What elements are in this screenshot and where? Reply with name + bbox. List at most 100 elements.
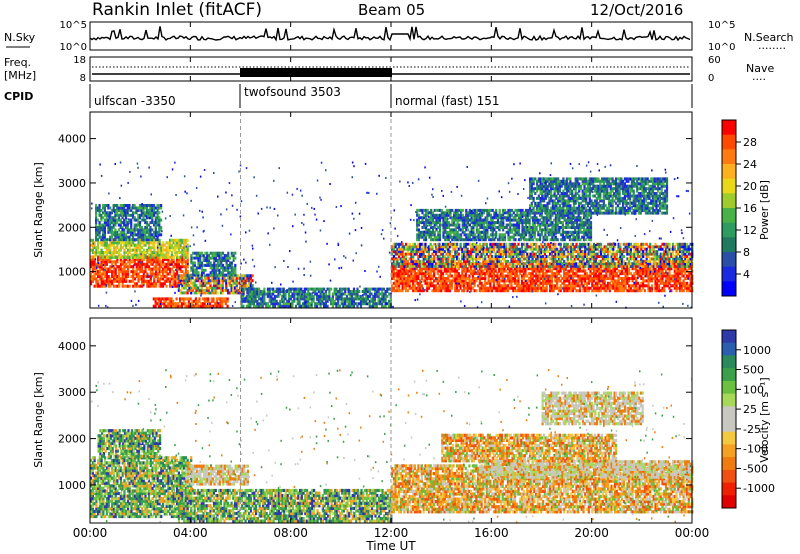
heatmap-cell (153, 255, 156, 259)
heatmap-cell (186, 297, 189, 301)
heatmap-cell (197, 291, 200, 295)
heatmap-cell (396, 264, 399, 268)
nave-legend: .... (752, 70, 766, 83)
heatmap-cell (528, 267, 531, 271)
heatmap-cell (218, 273, 221, 277)
heatmap-cell (605, 272, 608, 276)
heatmap-cell (176, 243, 179, 247)
heatmap-cell (564, 262, 567, 266)
heatmap-cell (251, 287, 254, 291)
heatmap-cell (135, 248, 138, 252)
heatmap-cell (578, 250, 582, 254)
heatmap-cell (176, 253, 179, 257)
heatmap-cell (440, 259, 443, 263)
heatmap-cell (251, 297, 254, 301)
heatmap-cell (554, 257, 557, 261)
heatmap-cell (499, 274, 503, 278)
heatmap-cell (575, 264, 578, 268)
heatmap-cell (440, 272, 443, 276)
heatmap-cell (631, 279, 634, 283)
heatmap-cell (151, 235, 154, 239)
heatmap-cell (679, 281, 682, 285)
heatmap-cell (501, 255, 504, 258)
heatmap-cell (426, 277, 429, 280)
heatmap-cell (121, 241, 124, 245)
heatmap-cell (119, 235, 122, 239)
heatmap-cell (571, 245, 575, 249)
heatmap-cell (370, 287, 373, 291)
heatmap-cell (406, 281, 409, 285)
heatmap-cell (412, 267, 415, 271)
heatmap-cell (119, 221, 122, 225)
heatmap-cell (200, 263, 204, 267)
heatmap-cell (575, 284, 578, 288)
heatmap-cell (126, 228, 129, 232)
heatmap-cell (190, 268, 193, 272)
heatmap-cell (156, 243, 159, 247)
heatmap-cell (167, 262, 170, 266)
heatmap-cell (524, 269, 527, 273)
heatmap-cell (686, 289, 689, 293)
heatmap-cell (554, 262, 557, 266)
heatmap-cell (118, 277, 121, 281)
heatmap-cell (475, 259, 478, 263)
heatmap-cell (368, 299, 371, 303)
heatmap-cell (121, 235, 124, 239)
heatmap-cell (183, 286, 186, 290)
heatmap-cell (592, 264, 596, 268)
heatmap-cell (302, 292, 305, 296)
heatmap-cell (137, 262, 140, 266)
heatmap-cell (284, 294, 287, 298)
heatmap-cell (169, 279, 172, 283)
heatmap-cell (415, 262, 418, 266)
heatmap-cell (505, 255, 508, 258)
heatmap-cell (179, 267, 182, 271)
heatmap-cell (422, 247, 425, 251)
heatmap-cell (165, 304, 168, 308)
heatmap-cell (195, 291, 198, 295)
heatmap-cell (114, 260, 117, 264)
heatmap-cell (121, 267, 124, 271)
heatmap-cell (98, 230, 101, 234)
heatmap-cell (225, 261, 228, 265)
heatmap-cell (199, 256, 202, 260)
heatmap-cell (394, 259, 397, 263)
heatmap-cell (128, 238, 131, 242)
heatmap-cell (211, 254, 214, 258)
heatmap-cell (671, 277, 675, 280)
heatmap-cell (454, 267, 457, 271)
heatmap-cell (463, 274, 466, 278)
heatmap-cell (305, 304, 308, 308)
heatmap-cell (263, 287, 266, 291)
heatmap-cell (536, 269, 539, 273)
heatmap-cell (463, 281, 466, 285)
heatmap-cell (184, 279, 187, 283)
heatmap-cell (216, 268, 219, 272)
heatmap-cell (547, 281, 550, 285)
heatmap-cell (303, 299, 306, 303)
nave-tick-top: 60 (708, 55, 721, 66)
heatmap-cell (219, 288, 223, 292)
heatmap-cell (640, 277, 643, 280)
heatmap-cell (670, 277, 673, 280)
heatmap-cell (121, 277, 124, 281)
heatmap-cell (201, 297, 205, 301)
heatmap-cell (531, 259, 534, 263)
heatmap-cell (447, 277, 450, 280)
heatmap-cell (663, 286, 666, 290)
heatmap-cell (585, 252, 589, 256)
heatmap-cell (454, 259, 457, 263)
heatmap-cell (195, 268, 198, 272)
heatmap-cell (391, 274, 394, 278)
heatmap-cell (396, 281, 399, 285)
heatmap-cell (519, 257, 522, 261)
heatmap-cell (114, 251, 117, 254)
heatmap-cell (554, 259, 557, 263)
heatmap-cell (445, 272, 448, 276)
heatmap-cell (333, 290, 336, 293)
heatmap-cell (519, 272, 522, 276)
heatmap-cell (162, 246, 165, 250)
heatmap-cell (263, 299, 266, 303)
heatmap-cell (112, 223, 115, 227)
heatmap-cell (410, 262, 413, 266)
